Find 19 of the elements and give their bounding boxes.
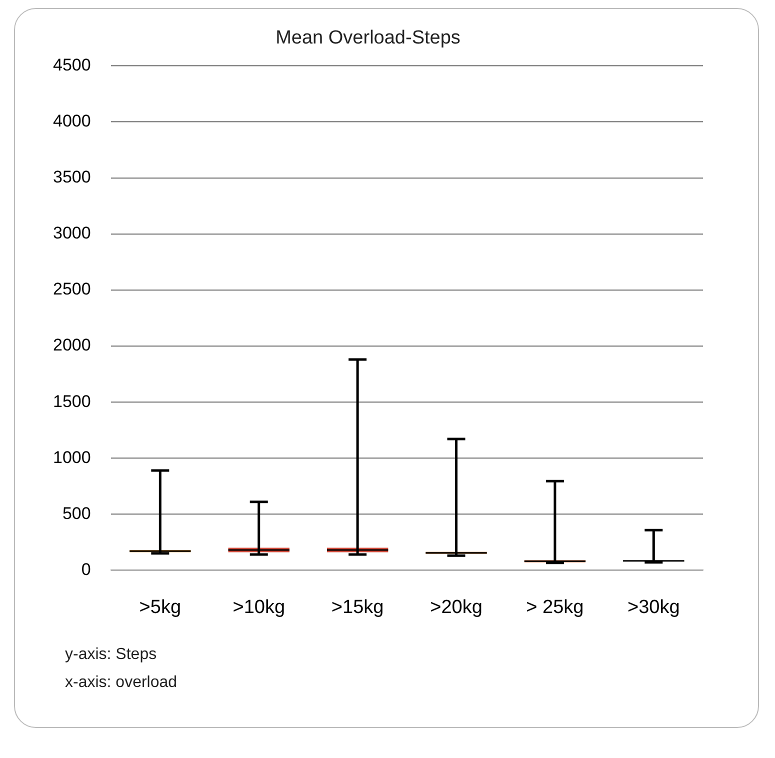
x-tick-label: >15kg xyxy=(331,596,384,618)
text: x-axis: overload xyxy=(65,673,178,693)
chart-title: Mean Overload-Steps xyxy=(276,28,460,49)
y-tick-label: 2000 xyxy=(52,336,91,355)
y-tick-label: 1500 xyxy=(52,392,91,411)
y-tick-label: 2500 xyxy=(52,280,91,299)
y-tick-label: 3500 xyxy=(52,168,91,187)
y-tick-label: 500 xyxy=(62,504,91,523)
y-tick-label: 4000 xyxy=(52,112,91,131)
x-tick-label: >20kg xyxy=(430,596,482,618)
x-tick-label: >30kg xyxy=(628,596,680,618)
text: y-axis: Steps xyxy=(65,645,158,665)
x-tick-label: >10kg xyxy=(232,596,286,618)
y-tick-label: 4500 xyxy=(52,55,91,74)
y-tick-label: 0 xyxy=(81,560,91,579)
x-tick-label: >5kg xyxy=(139,596,182,618)
y-tick-label: 1000 xyxy=(52,448,91,467)
y-tick-label: 3000 xyxy=(52,224,91,243)
x-tick-label: > 25kg xyxy=(526,596,584,618)
